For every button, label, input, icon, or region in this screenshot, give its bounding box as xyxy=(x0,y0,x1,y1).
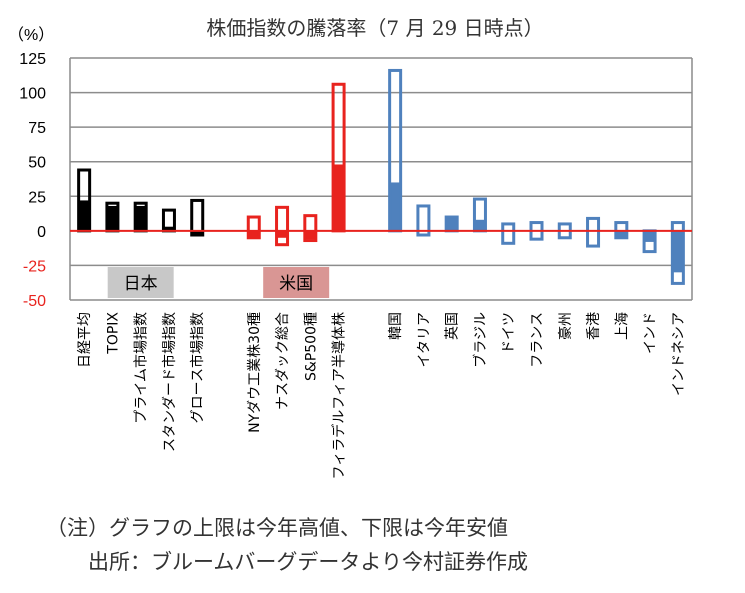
x-category-label: 上海 xyxy=(614,312,630,340)
bar-range xyxy=(246,215,261,240)
bar xyxy=(275,205,290,247)
x-category-label: 英国 xyxy=(444,312,461,340)
chart-title: 株価指数の騰落率（7 月 29 日時点） xyxy=(206,16,543,40)
group-badge xyxy=(107,267,174,298)
x-category-label: インドネシア xyxy=(671,312,687,396)
bar-current xyxy=(446,217,458,231)
bar-range xyxy=(303,214,318,243)
x-category-label: 日経平均 xyxy=(77,312,93,368)
bar xyxy=(444,215,459,233)
x-category-label: 韓国 xyxy=(388,312,404,340)
bar xyxy=(105,201,120,233)
gridlines xyxy=(69,57,693,301)
bar xyxy=(161,208,176,233)
bar-current xyxy=(106,205,118,231)
chart: 株価指数の騰落率（7 月 29 日時点） （%） -50 -25 0 25 50 75 10… xyxy=(8,16,693,480)
x-category-label: NYダウ工業株30種 xyxy=(247,312,263,433)
group-badge-label: 米国 xyxy=(279,274,313,294)
bar-current xyxy=(304,230,316,240)
bar-current xyxy=(276,230,288,238)
x-category-label: イタリア xyxy=(416,312,432,367)
bar-current xyxy=(615,230,627,238)
y-tick-label: 25 xyxy=(28,189,46,206)
bar-range xyxy=(190,198,205,237)
x-category-label: フランス xyxy=(530,312,546,368)
bar xyxy=(642,229,657,254)
x-category-label: TOPIX xyxy=(105,312,121,355)
y-tick-label: 75 xyxy=(28,120,46,137)
bar xyxy=(331,82,346,233)
y-tick-label: 0 xyxy=(37,224,46,241)
bar xyxy=(388,68,403,233)
x-category-label: 豪州 xyxy=(558,312,574,340)
x-category-label: インド xyxy=(643,312,659,354)
bar-current xyxy=(644,230,656,242)
x-category-label: S&P500種 xyxy=(303,312,319,381)
bar xyxy=(472,197,487,233)
x-category-label: ブラジル xyxy=(472,312,489,368)
bar-current xyxy=(333,164,345,231)
bar-current xyxy=(672,230,684,273)
bar xyxy=(77,168,92,233)
bar-range xyxy=(275,205,290,247)
group-badges: 日本 米国 xyxy=(107,267,330,298)
bar xyxy=(586,216,601,248)
bar xyxy=(416,204,431,237)
bar-current xyxy=(389,182,401,231)
group-badge xyxy=(263,267,330,298)
bar-current xyxy=(163,226,175,231)
y-axis-unit: （%） xyxy=(8,26,54,44)
y-tick-label: 100 xyxy=(19,86,46,103)
x-category-label: スタンダード市場指数 xyxy=(161,312,178,452)
bar-range xyxy=(501,222,516,245)
y-axis-ticks: -50 -25 0 25 50 75 100 125 xyxy=(19,51,46,310)
x-category-label: ナスダック総合 xyxy=(275,312,291,410)
bar-range xyxy=(586,216,601,248)
group-badge-label: 日本 xyxy=(124,274,158,294)
bars xyxy=(70,68,692,285)
y-tick-label: 50 xyxy=(28,155,46,172)
x-category-label: ドイツ xyxy=(501,312,517,354)
footnote: （注）グラフの上限は今年高値、下限は今年安値 xyxy=(46,516,508,540)
bar-range xyxy=(670,221,685,285)
source-note: 出所：ブルームバーグデータより今村証券作成 xyxy=(88,550,528,574)
bar-current xyxy=(248,230,260,238)
x-category-label: グロース市場指数 xyxy=(189,312,206,423)
y-tick-label: -50 xyxy=(23,293,46,310)
x-axis-labels: 日経平均 TOPIX プライム市場指数 スタンダード市場指数 グロース市場指数 NYダウ工… xyxy=(77,312,687,480)
y-tick-label: 125 xyxy=(19,51,46,68)
bar xyxy=(670,221,685,285)
x-category-label: 香港 xyxy=(586,312,602,340)
bar xyxy=(246,215,261,240)
bar-current xyxy=(191,230,203,236)
bar-current xyxy=(78,200,90,231)
bar xyxy=(501,222,516,245)
bar xyxy=(133,201,148,233)
x-category-label: プライム市場指数 xyxy=(133,312,150,424)
bar xyxy=(303,214,318,243)
bar-current xyxy=(474,219,486,231)
x-category-label: フィラデルフィア半導体株 xyxy=(331,312,348,479)
y-tick-label: -25 xyxy=(23,258,46,275)
bar-current xyxy=(135,205,147,231)
bar xyxy=(190,198,205,237)
bar-range xyxy=(416,204,431,237)
